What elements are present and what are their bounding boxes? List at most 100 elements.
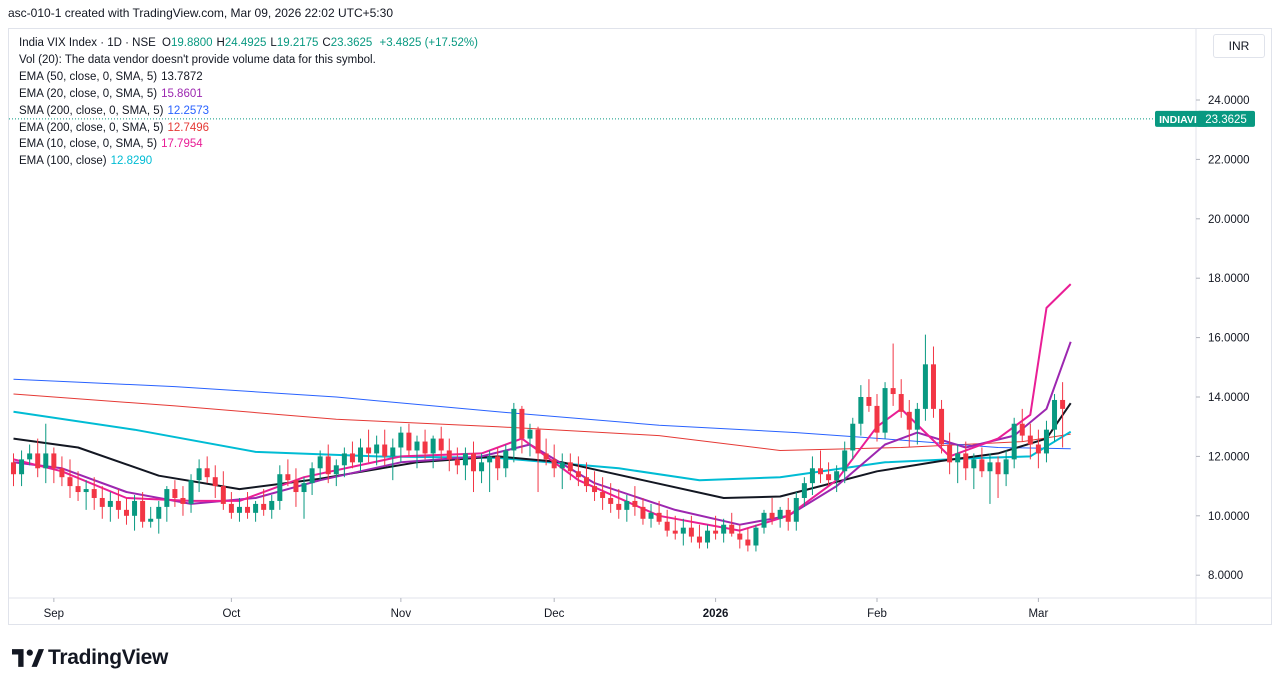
legend-indicator-4: EMA (10, close, 0, SMA, 5) 17.7954 [19,136,478,153]
candle [922,334,928,421]
candle [882,382,888,439]
moving-averages [13,283,1072,532]
candle [850,417,856,460]
candle [503,444,509,478]
legend-symbol: India VIX Index · 1D · NSE [19,37,156,49]
currency-button[interactable]: INR [1213,34,1265,58]
tradingview-logo[interactable]: TradingView [12,646,168,670]
price-chart[interactable]: 24.0000 22.0000 20.0000 18.0000 16.0000 14.00… [9,29,1272,625]
candle [963,441,969,481]
candle [874,394,880,442]
last-price-label: 23.3625 [1205,114,1247,126]
candle [793,492,799,531]
candle [608,483,614,513]
legend-ohlc-c: C23.3625 [322,37,373,49]
candle [842,441,848,484]
candle [858,385,864,436]
candle [358,438,364,472]
legend-indicator-0: EMA (50, close, 0, SMA, 5) 13.7872 [19,69,478,86]
candle [632,486,638,516]
candle [374,435,380,466]
candle [204,456,210,484]
candle [277,465,283,510]
legend-indicator-label: EMA (10, close, 0, SMA, 5) [19,138,158,151]
candle [487,450,493,493]
candle [382,429,388,466]
candle [19,450,25,487]
candle [672,515,678,540]
candle [156,500,162,534]
candle [341,447,347,478]
legend-indicator-label: EMA (100, close) [19,155,107,168]
candle [930,346,936,418]
ma-line-5 [13,283,1072,532]
candle [987,453,993,504]
candle [906,399,912,448]
candle [285,459,291,487]
candle [680,518,686,546]
time-tick-label: Dec [544,608,565,620]
symbol-tag [1155,110,1208,127]
candle [414,435,420,469]
candle [27,444,33,466]
candle [777,506,783,528]
last-price-tag [1197,110,1255,127]
candle [809,456,815,496]
candle [438,426,444,460]
price-tick-label: 22.0000 [1208,154,1250,166]
time-tick-label: Feb [867,608,887,620]
candle [148,506,154,528]
candle [624,495,630,522]
candle [745,527,751,552]
legend-ohlc-h: H24.4925 [216,37,267,49]
ma-line-1 [13,378,1071,450]
candle [236,497,242,522]
candle [616,489,622,519]
time-tick-label: Sep [44,608,64,620]
candle [818,450,823,484]
candle [955,444,961,484]
candle [99,486,105,519]
candle [35,438,41,478]
candle [43,423,49,484]
candle [995,456,1001,498]
candle [220,471,226,510]
candle [470,441,476,493]
candle [422,429,428,460]
candle [1052,394,1058,442]
candle [761,509,767,534]
time-axis: Sep Oct Nov Dec 2026 Feb Mar [44,598,1048,620]
ma-line-3 [13,402,1072,499]
price-tick-label: 24.0000 [1208,95,1250,107]
ma-line-2 [13,410,1072,482]
candle [721,518,727,543]
price-tick-label: 16.0000 [1208,333,1250,345]
candle [559,453,565,490]
candle [729,512,735,537]
candle [979,447,985,478]
candle [939,399,945,454]
legend-indicator-1: EMA (20, close, 0, SMA, 5) 15.8601 [19,86,478,103]
legend-indicator-2: SMA (200, close, 0, SMA, 5) 12.2573 [19,103,478,120]
legend-change: +3.4825 (+17.52%) [379,37,478,49]
candle [1035,429,1041,469]
candle [83,480,89,510]
candle [325,444,331,484]
candle [1043,420,1049,463]
candle [164,486,170,522]
candle [188,474,194,513]
price-tick-label: 18.0000 [1208,273,1250,285]
candle [301,477,307,519]
candle [527,423,533,457]
candle [228,492,234,519]
legend-volume-note: Vol (20): The data vendor doesn't provid… [19,53,376,66]
candle [1060,382,1066,448]
candle [132,495,138,531]
candle [769,497,775,525]
price-tick-label: 20.0000 [1208,214,1250,226]
legend-indicator-3: EMA (200, close, 0, SMA, 5) 12.7496 [19,120,478,137]
tradingview-logo-text: TradingView [48,646,169,669]
candle [1027,423,1033,460]
candle [737,524,743,549]
candle [575,456,581,487]
